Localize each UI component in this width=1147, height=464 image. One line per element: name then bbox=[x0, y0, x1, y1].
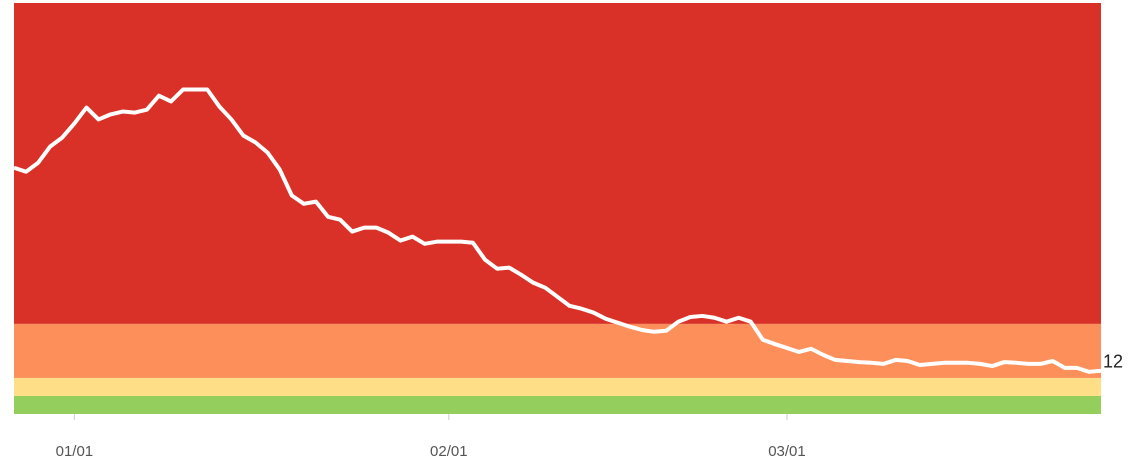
band bbox=[14, 395, 1101, 414]
band bbox=[14, 3, 1101, 324]
band bbox=[14, 377, 1101, 396]
x-tick-label: 03/01 bbox=[768, 443, 806, 460]
x-tick-label: 02/01 bbox=[430, 443, 468, 460]
line bbox=[13, 87, 1102, 374]
end-label: 12 bbox=[1103, 352, 1123, 372]
band bbox=[14, 323, 1101, 378]
x-tick-label: 01/01 bbox=[56, 443, 94, 460]
